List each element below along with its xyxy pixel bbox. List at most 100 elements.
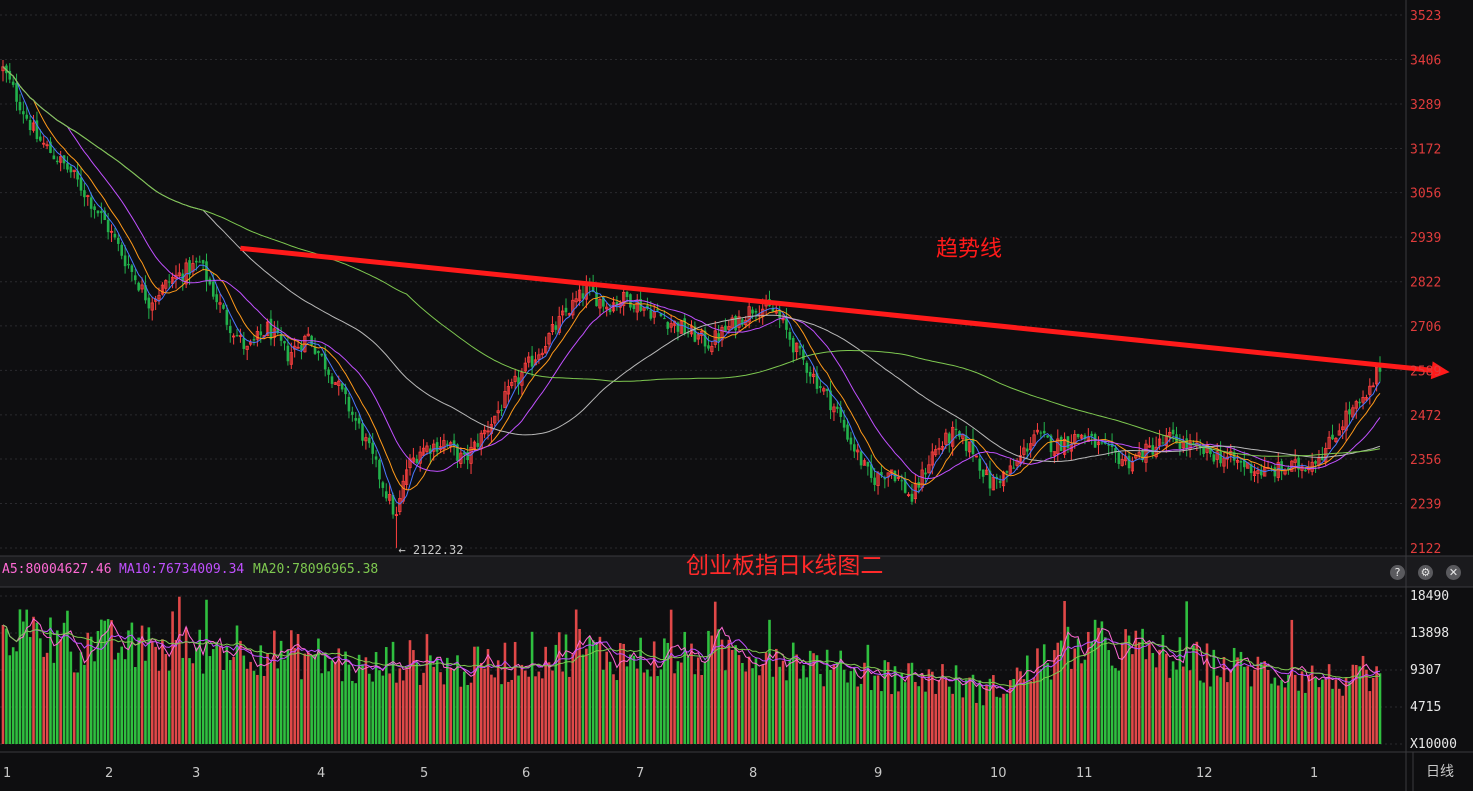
candle-body (906, 494, 911, 497)
gear-icon[interactable]: ⚙ (1418, 565, 1433, 580)
candle-body (550, 324, 555, 332)
volume-bar (1327, 664, 1331, 744)
candle-body (49, 141, 52, 153)
volume-bar (720, 639, 724, 744)
volume-bar (510, 679, 514, 744)
volume-bar (8, 655, 12, 744)
candle-body (1209, 446, 1212, 454)
volume-bar (839, 650, 843, 744)
candle-body (188, 260, 191, 275)
candle-body (435, 442, 439, 452)
volume-bar (93, 661, 96, 744)
candle-body (971, 438, 975, 455)
volume-bar (791, 642, 795, 744)
volume-bar (354, 683, 358, 744)
candles (1, 60, 1382, 548)
volume-bar (832, 664, 836, 744)
volume-bar (432, 666, 436, 744)
volume-bar (1338, 688, 1341, 744)
close-icon[interactable]: ✕ (1446, 565, 1461, 580)
volume-bar (676, 661, 680, 744)
volume-bar (890, 694, 893, 744)
candle-body (429, 448, 432, 454)
volume-bar (174, 639, 178, 744)
candle-body (964, 435, 968, 451)
volume-bar (530, 631, 534, 744)
vol-ma5-line (2, 618, 1381, 693)
candle-body (1147, 445, 1151, 448)
volume-bar (59, 639, 62, 744)
candle-body (540, 352, 544, 356)
volume-bar (276, 668, 280, 744)
candle-body (147, 297, 151, 309)
volume-bar (1195, 641, 1199, 744)
volume-bar (520, 664, 524, 744)
candle-body (1130, 460, 1135, 472)
low-price-marker: ← 2122.32 (398, 543, 463, 557)
candle-body (1083, 435, 1087, 439)
candle-body (815, 373, 819, 389)
volume-bar (795, 654, 798, 744)
x-tick-label: 3 (192, 766, 200, 781)
x-tick-label: 5 (420, 766, 428, 781)
volume-bar (344, 651, 347, 744)
candle-body (622, 291, 626, 307)
candle-body (367, 437, 371, 444)
volume-bar (1273, 677, 1277, 744)
candle-body (496, 410, 500, 414)
price-tick-label: 2239 (1410, 497, 1441, 512)
volume-bar (1266, 669, 1270, 744)
volume-bar (164, 654, 168, 744)
candle-body (500, 409, 503, 411)
volume-bar (822, 686, 826, 744)
volume-bar (1029, 681, 1032, 744)
volume-bar (500, 684, 503, 744)
candle-body (1293, 459, 1297, 463)
candle-body (313, 346, 317, 354)
volume-bar (378, 670, 381, 744)
help-icon[interactable]: ? (1390, 565, 1405, 580)
candle-body (608, 309, 612, 313)
volume-bar (1344, 677, 1348, 744)
volume-bar (1066, 626, 1070, 744)
volume-bar (439, 672, 442, 744)
period-label[interactable]: 日线 (1426, 764, 1454, 780)
volume-bar (642, 672, 646, 744)
vol-ma5-label: A5:80004627.46 (2, 562, 112, 577)
volume-bar (988, 678, 992, 744)
candle-body (649, 310, 653, 319)
candle-body (320, 353, 324, 356)
volume-tick-label: 4715 (1410, 700, 1441, 715)
volume-bar (103, 620, 107, 744)
volume-bar (686, 656, 690, 744)
volume-bar (1202, 682, 1205, 744)
volume-bar (1168, 677, 1172, 744)
price-tick-label: 2589 (1410, 364, 1441, 379)
volume-bar (1341, 695, 1344, 744)
candle-body (978, 458, 982, 471)
price-tick-label: 3172 (1410, 143, 1441, 158)
candle-body (493, 415, 497, 424)
candle-body (1090, 433, 1094, 436)
volume-bar (754, 658, 758, 744)
candle-body (940, 445, 945, 451)
volume-bar (490, 674, 493, 744)
candle-body (1056, 438, 1060, 454)
candle-body (591, 284, 595, 292)
vol-ma10-label: MA10:76734009.34 (119, 562, 245, 577)
volume-bar (605, 651, 609, 744)
candle-body (255, 331, 259, 340)
candle-body (59, 156, 63, 163)
volume-bar (907, 663, 910, 744)
price-tick-label: 2822 (1410, 276, 1441, 291)
candle-body (1052, 451, 1057, 456)
volume-bar (852, 667, 856, 744)
volume-bar (79, 652, 83, 744)
volume-bar (1148, 642, 1151, 744)
x-tick-label: 1 (1310, 766, 1318, 781)
volume-bar (415, 662, 419, 744)
candle-body (981, 469, 985, 477)
volume-bar (1239, 651, 1243, 744)
volume-bar (242, 655, 246, 744)
price-ma-lines (2, 66, 1381, 505)
